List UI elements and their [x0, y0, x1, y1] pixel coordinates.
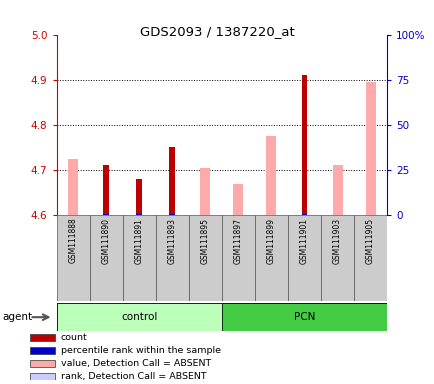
Text: GSM111901: GSM111901	[299, 218, 308, 264]
Bar	[332, 166, 342, 215]
Text: GSM111890: GSM111890	[102, 218, 110, 264]
Text: GSM111891: GSM111891	[135, 218, 143, 263]
Bar	[136, 214, 142, 215]
Bar	[89, 215, 122, 301]
Text: GDS2093 / 1387220_at: GDS2093 / 1387220_at	[140, 25, 294, 38]
Bar	[30, 373, 55, 380]
Bar	[200, 168, 210, 215]
Bar	[136, 179, 142, 215]
Text: rank, Detection Call = ABSENT: rank, Detection Call = ABSENT	[60, 372, 206, 381]
Text: GSM111893: GSM111893	[168, 218, 176, 264]
Bar	[30, 347, 55, 354]
Text: count: count	[60, 333, 87, 342]
Bar	[254, 215, 287, 301]
Bar	[103, 214, 109, 215]
Bar	[301, 214, 307, 215]
Bar	[287, 215, 320, 301]
Bar	[233, 184, 243, 215]
Text: GSM111888: GSM111888	[69, 218, 77, 263]
Bar	[169, 147, 175, 215]
Bar	[103, 166, 109, 215]
Text: GSM111903: GSM111903	[332, 218, 341, 264]
Bar	[320, 215, 353, 301]
Bar	[30, 360, 55, 367]
Text: GSM111905: GSM111905	[365, 218, 374, 264]
Text: percentile rank within the sample: percentile rank within the sample	[60, 346, 220, 355]
Bar	[353, 215, 386, 301]
Bar	[30, 334, 55, 341]
Bar	[301, 75, 307, 215]
Text: agent: agent	[2, 312, 32, 322]
Bar	[266, 136, 276, 215]
Bar	[56, 215, 89, 301]
Text: control: control	[121, 312, 157, 322]
Bar	[68, 159, 78, 215]
Bar	[56, 303, 221, 331]
Text: GSM111895: GSM111895	[201, 218, 209, 264]
Text: PCN: PCN	[293, 312, 315, 322]
Bar	[221, 303, 386, 331]
Bar	[122, 215, 155, 301]
Bar	[188, 215, 221, 301]
Text: GSM111899: GSM111899	[266, 218, 275, 264]
Text: GSM111897: GSM111897	[233, 218, 242, 264]
Bar	[221, 215, 254, 301]
Bar	[365, 82, 375, 215]
Text: value, Detection Call = ABSENT: value, Detection Call = ABSENT	[60, 359, 210, 368]
Bar	[169, 214, 175, 215]
Bar	[155, 215, 188, 301]
